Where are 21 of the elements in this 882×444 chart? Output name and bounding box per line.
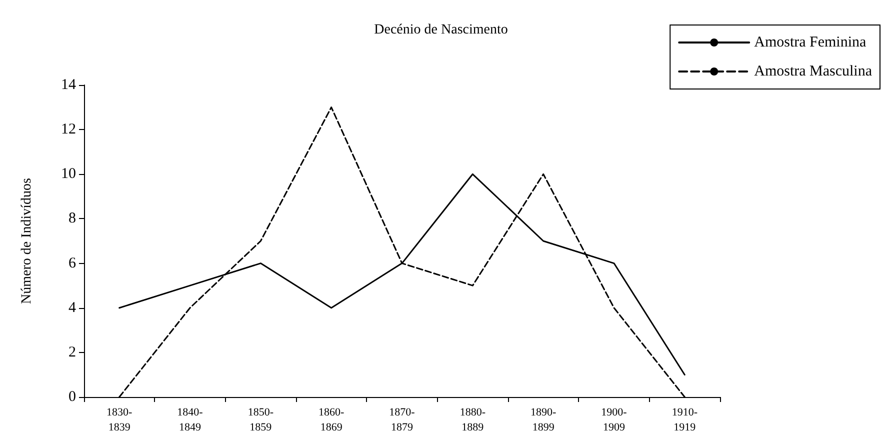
legend-label: Amostra Feminina [754,34,867,50]
chart-title: Decénio de Nascimento [374,22,508,38]
x-tick-label: 1830-1839 [106,406,132,434]
y-tick-label: 12 [61,122,76,138]
y-axis-title: Número de Indivíduos [20,178,34,304]
x-tick-label: 1880-1889 [460,406,486,434]
x-tick-label: 1860-1869 [318,406,344,434]
x-tick-label: 1910-1919 [672,406,698,434]
y-tick-label: 6 [68,255,76,272]
x-tick-label: 1850-1859 [248,406,274,434]
y-tick-label: 2 [68,344,76,360]
x-tick-label: 1870-1879 [389,406,416,434]
legend-label: Amostra Masculina [754,64,872,80]
y-tick-label: 8 [68,210,76,227]
x-tick-label: 1840-1849 [177,406,204,434]
x-tick-label: 1900-1909 [601,406,628,434]
y-tick-label: 14 [61,77,76,93]
y-tick-label: 4 [68,300,76,316]
y-tick-label: 0 [68,389,76,405]
y-tick-label: 10 [61,166,76,182]
x-tick-label: 1890-1899 [530,406,556,434]
